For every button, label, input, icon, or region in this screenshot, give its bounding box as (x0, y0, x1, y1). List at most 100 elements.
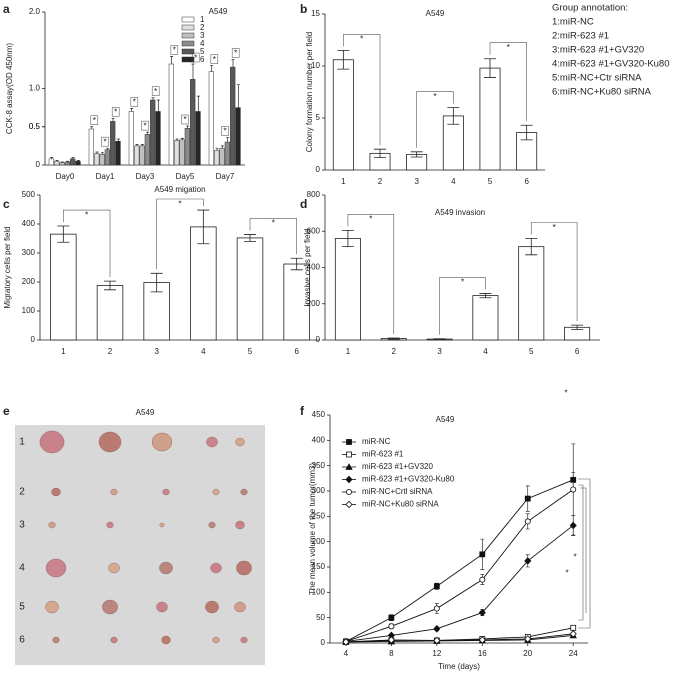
significance-bracket (343, 34, 381, 146)
significance-box (191, 52, 200, 63)
significance-box (130, 97, 139, 107)
bar (150, 99, 156, 166)
y-axis-label: Migratory cells per field (3, 226, 12, 308)
significance-label: * (553, 222, 557, 232)
error-bar (220, 145, 224, 149)
error-bar (290, 257, 303, 271)
bar (155, 111, 161, 166)
legend-label: miR-623 #1+GV320-Ku80 (362, 475, 455, 484)
error-bar (410, 151, 423, 158)
significance-box (181, 114, 189, 125)
y-tick-label: 10 (311, 61, 320, 70)
significance-label: * (213, 54, 217, 64)
x-tick-label: 5 (248, 347, 253, 356)
tumor (236, 560, 252, 576)
error-bar (236, 84, 240, 108)
x-tick-label: 4 (344, 649, 349, 658)
significance-label: * (178, 198, 182, 208)
legend-label: 4 (200, 39, 205, 48)
error-bar (90, 126, 94, 130)
error-bar (146, 131, 150, 135)
bar (59, 162, 65, 166)
x-tick-label: 2 (392, 347, 397, 356)
tumor (52, 636, 60, 644)
legend-marker (346, 439, 352, 445)
x-tick-label: 12 (432, 649, 441, 658)
chart-title: A549 (209, 7, 228, 16)
y-axis-label: CCK-8 assay(OD 450nm) (5, 43, 14, 134)
series-line (345, 489, 574, 642)
error-bar (104, 280, 116, 291)
significance-bracket (347, 214, 395, 335)
significance-label: * (93, 115, 97, 125)
significance-label: * (173, 45, 177, 55)
tumor (102, 599, 118, 615)
tumor (98, 431, 122, 453)
y-tick-label: 800 (307, 190, 321, 199)
bar (99, 154, 105, 166)
y-tick-label: 250 (312, 511, 326, 520)
x-tick-label: Day0 (56, 172, 75, 181)
tumor (205, 600, 219, 614)
significance-box (101, 136, 109, 147)
tumor (240, 488, 248, 496)
error-bar (525, 238, 538, 256)
error-bar (55, 160, 59, 162)
legend-swatch (181, 56, 195, 63)
y-tick-label: 400 (312, 435, 326, 444)
bar (190, 226, 217, 341)
tumor (159, 561, 173, 575)
legend-label: miR-623 #1+GV320 (362, 462, 433, 471)
bar (70, 158, 76, 166)
point (342, 638, 350, 646)
legend-marker (345, 463, 353, 470)
y-tick-label: 0 (316, 335, 321, 344)
x-tick-label: 4 (201, 347, 206, 356)
y-axis-label: Colony formation number per field (305, 32, 314, 153)
error-bar (226, 137, 230, 143)
x-tick-label: Day3 (136, 172, 155, 181)
error-bar (100, 152, 104, 155)
y-tick-label: 150 (312, 562, 326, 571)
y-tick-label: 600 (307, 226, 321, 235)
x-tick-label: 3 (437, 347, 442, 356)
significance-label: * (114, 107, 118, 117)
error-bar (197, 209, 210, 245)
chart-title: A549 invasion (435, 208, 485, 217)
significance-box (210, 54, 219, 64)
bar (219, 147, 225, 166)
x-tick-label: 1 (341, 177, 346, 186)
y-tick-label: 350 (312, 461, 326, 470)
bar (104, 149, 110, 166)
significance-bracket (416, 91, 454, 148)
significance-label: * (103, 136, 107, 146)
error-bar (106, 147, 110, 150)
point (524, 557, 532, 565)
error-bar (170, 56, 174, 65)
y-tick-label: 0 (316, 165, 321, 174)
error-bar (150, 272, 163, 293)
tumor (110, 636, 118, 644)
group-annotation-title: Group annotation: (552, 3, 628, 14)
y-tick-label: 200 (307, 299, 321, 308)
group-annotation-item: 6:miR-NC+Ku80 siRNA (552, 87, 652, 98)
error-bar (66, 160, 70, 162)
y-tick-label: 100 (22, 306, 36, 315)
legend-label: 1 (200, 15, 205, 24)
panel-letter: d (300, 197, 307, 211)
bar (50, 233, 77, 341)
error-bar (447, 107, 460, 125)
significance-label: * (133, 97, 137, 107)
bar (64, 161, 70, 166)
tumor (45, 558, 67, 578)
error-bar (135, 143, 139, 146)
y-tick-label: 0.5 (29, 122, 41, 131)
y-tick-label: 200 (22, 277, 36, 286)
error-bar (156, 99, 160, 112)
y-tick-label: 100 (312, 587, 326, 596)
error-bar (196, 95, 200, 112)
x-tick-label: 1 (346, 347, 351, 356)
error-bar (130, 108, 134, 112)
y-tick-label: 15 (311, 9, 320, 18)
tumor (45, 600, 59, 614)
